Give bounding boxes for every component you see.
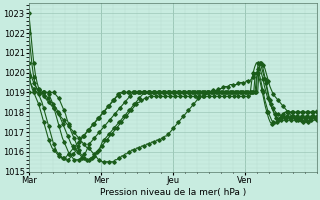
X-axis label: Pression niveau de la mer( hPa ): Pression niveau de la mer( hPa ) xyxy=(100,188,246,197)
